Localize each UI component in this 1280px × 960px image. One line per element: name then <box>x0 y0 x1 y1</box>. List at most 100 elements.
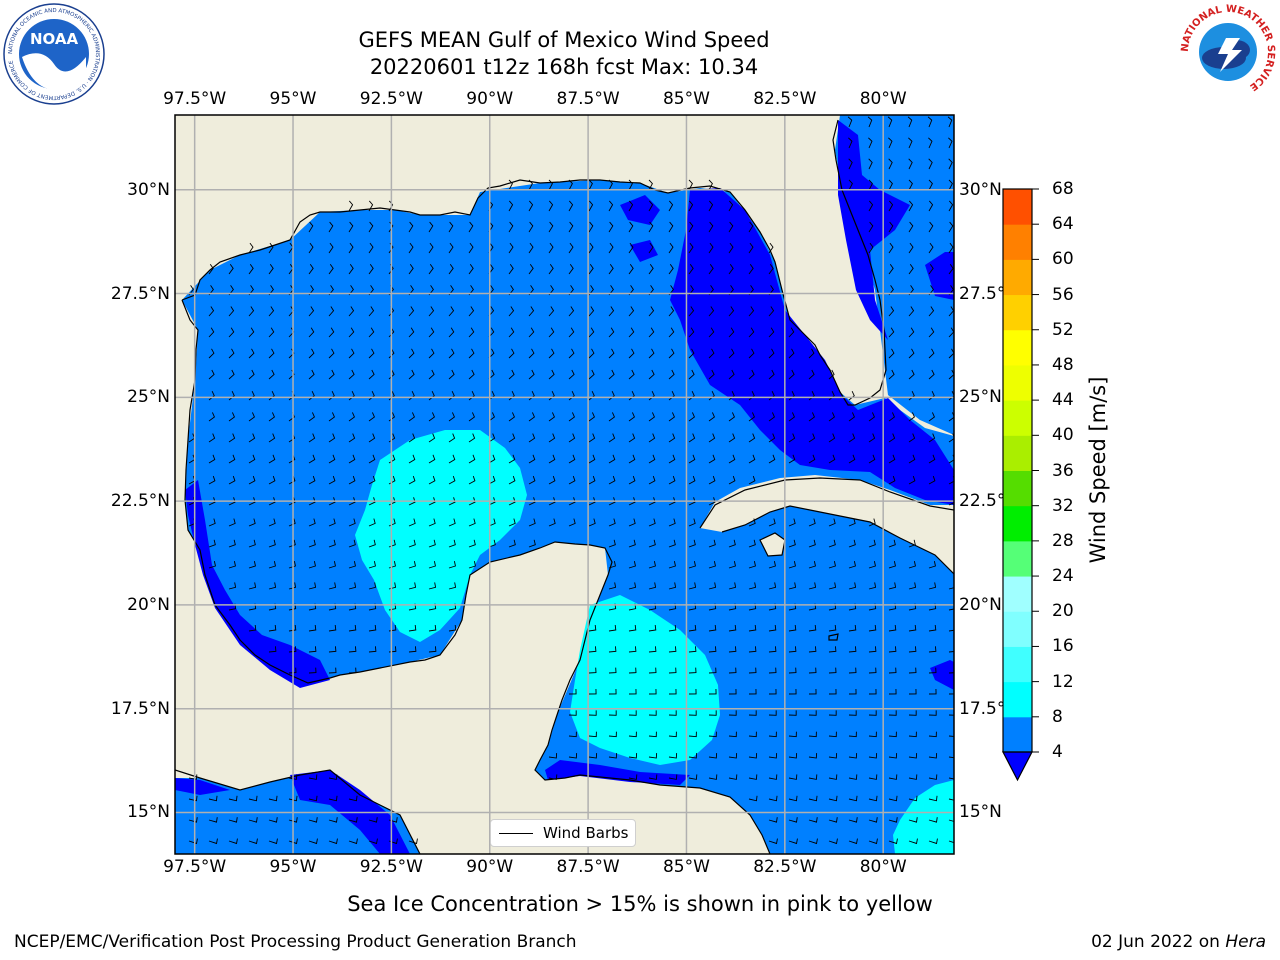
wind-barb <box>668 624 677 632</box>
wind-barb <box>728 539 736 548</box>
wind-barb <box>508 348 515 359</box>
wind-barb <box>568 731 577 738</box>
colorbar-tick-label: 20 <box>1052 601 1074 622</box>
wind-barb <box>648 200 654 212</box>
wind-barb <box>208 454 216 464</box>
wind-barb <box>548 221 554 233</box>
wind-barb <box>648 731 657 738</box>
wind-barb <box>888 137 893 149</box>
wind-barb <box>788 412 795 422</box>
wind-barb <box>708 369 715 380</box>
wind-barb <box>948 242 954 254</box>
wind-barb <box>908 731 917 738</box>
wind-barb <box>568 348 575 359</box>
wind-barb <box>848 795 858 802</box>
wind-barb <box>668 306 675 317</box>
wind-barb <box>428 221 434 233</box>
wind-barb <box>448 242 454 254</box>
lat-tick-label-right: 25°N <box>959 387 1002 408</box>
wind-barb <box>828 433 836 443</box>
wind-barb <box>788 838 798 845</box>
wind-barb <box>468 518 476 527</box>
wind-barb <box>788 624 797 632</box>
wind-barb <box>628 348 635 359</box>
wind-barb <box>308 497 316 506</box>
wind-barb <box>708 774 718 780</box>
lat-tick-label-left: 27.5°N <box>110 283 170 304</box>
wind-barb <box>208 369 215 380</box>
wind-barb <box>748 561 756 569</box>
wind-barb <box>748 454 756 464</box>
wind-barb <box>748 646 757 653</box>
wind-barb <box>668 348 675 359</box>
wind-barb <box>648 264 654 275</box>
wind-barb <box>208 327 215 338</box>
wind-barb <box>528 264 534 275</box>
wind-barb <box>728 327 735 338</box>
lon-tick-label-top: 85°W <box>662 89 710 109</box>
wind-barb <box>628 264 634 275</box>
wind-barb <box>868 838 878 845</box>
wind-barb <box>808 433 816 443</box>
wind-barb <box>328 242 334 254</box>
wind-barb <box>248 369 255 380</box>
wind-barb <box>788 391 795 401</box>
wind-barb <box>628 369 635 380</box>
wind-barb <box>688 561 696 569</box>
wind-barb <box>448 412 455 422</box>
wind-barb <box>448 348 455 359</box>
wind-barb <box>348 412 355 422</box>
wind-barb <box>268 327 275 338</box>
wind-barb <box>568 242 574 254</box>
wind-barb <box>308 518 316 527</box>
wind-barb <box>628 753 638 759</box>
wind-barb <box>828 795 838 802</box>
wind-barb <box>828 817 838 823</box>
wind-barb <box>628 539 636 548</box>
wind-barb <box>408 391 415 401</box>
wind-barb <box>548 242 554 254</box>
lon-tick-label-top: 80°W <box>859 89 907 109</box>
wind-barb <box>628 731 637 738</box>
wind-barb <box>328 561 336 569</box>
wind-barb <box>628 475 636 485</box>
wind-barb <box>668 688 677 695</box>
wind-barb <box>208 264 214 275</box>
wind-barb <box>728 475 736 485</box>
wind-barb <box>568 221 574 233</box>
wind-barb <box>868 221 874 233</box>
wind-barb <box>848 646 857 653</box>
wind-barb <box>748 264 754 275</box>
legend: Wind Barbs <box>490 819 636 847</box>
wind-barb <box>208 795 218 802</box>
wind-barb <box>348 242 354 254</box>
wind-barb <box>648 582 657 590</box>
wind-barb <box>648 710 657 716</box>
wind-barb <box>848 158 853 170</box>
colorbar-tick-label: 52 <box>1052 319 1074 340</box>
wind-barb <box>268 624 277 632</box>
wind-barb <box>928 582 937 590</box>
wind-barb <box>908 667 917 674</box>
wind-barb <box>828 731 837 738</box>
wind-barb <box>528 475 536 485</box>
wind-barb <box>328 391 335 401</box>
wind-barb <box>328 348 335 359</box>
wind-barb <box>768 710 777 716</box>
wind-barb <box>448 582 457 590</box>
wind-barb <box>628 200 634 212</box>
wind-barb <box>888 688 897 695</box>
wind-barb <box>848 454 856 464</box>
wind-barb <box>768 646 777 653</box>
wind-barb <box>688 475 696 485</box>
wind-barb <box>488 412 495 422</box>
wind-barb <box>488 348 495 359</box>
wind-barb <box>828 539 836 548</box>
footer-date-text: 02 Jun 2022 on <box>1091 932 1226 952</box>
wind-barb <box>268 369 275 380</box>
wind-barb <box>288 539 296 548</box>
wind-barb <box>928 433 936 443</box>
lon-tick-label-bottom: 92.5°W <box>359 857 423 877</box>
wind-barb <box>468 412 475 422</box>
calm-wind-gulf-north-pocket-2 <box>630 240 658 262</box>
